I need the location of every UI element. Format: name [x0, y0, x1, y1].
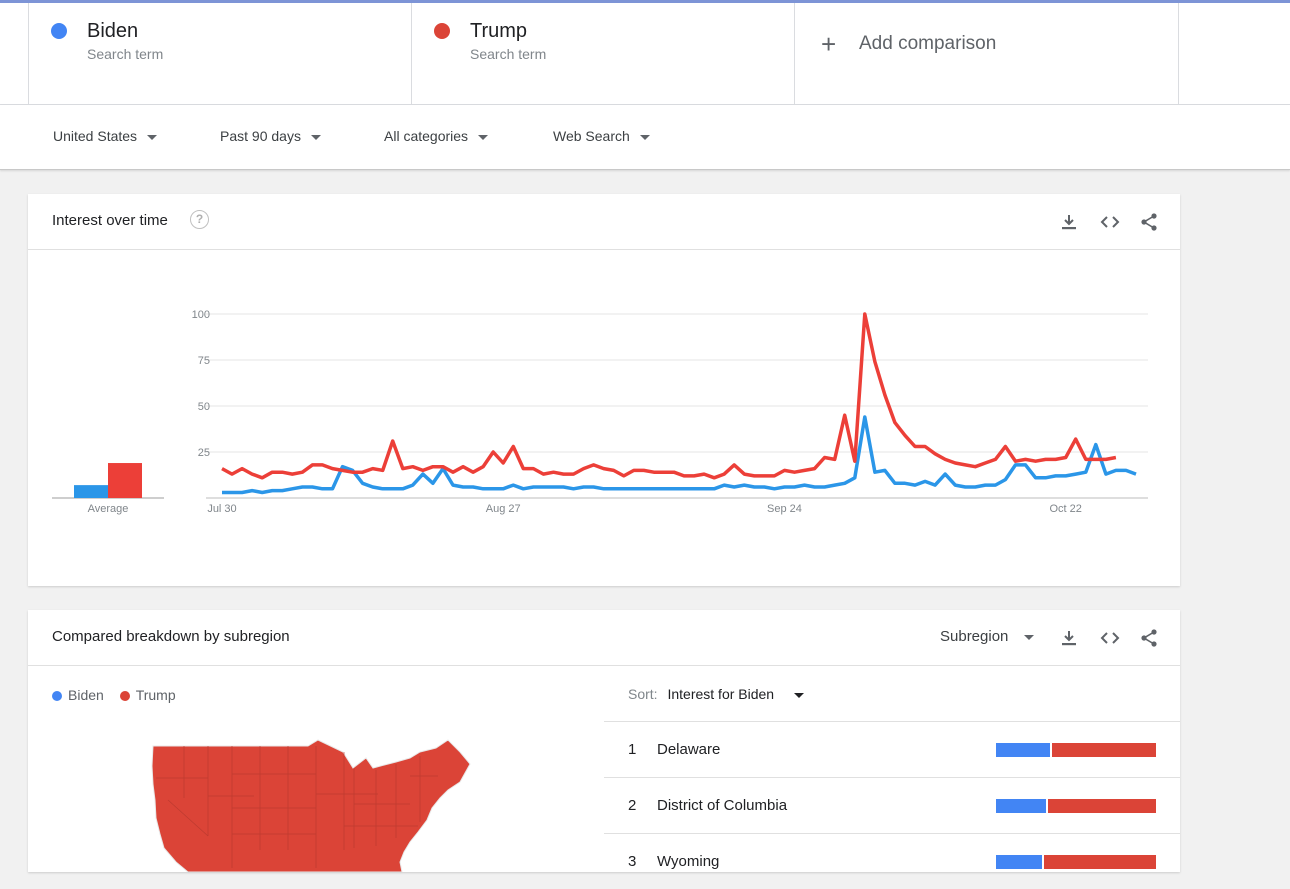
rank-number: 3	[628, 853, 637, 870]
interest-over-time-card: Interest over time ? 100 75 50 25 Jul 30 Aug …	[28, 194, 1180, 586]
card-header: Compared breakdown by subregion Subregio…	[28, 610, 1180, 666]
card-title: Interest over time	[52, 212, 168, 229]
share-icon[interactable]	[1139, 628, 1159, 648]
rank-number: 2	[628, 797, 637, 814]
divider	[604, 833, 1180, 834]
region-name: Delaware	[657, 741, 721, 758]
y-tick-label: 25	[198, 447, 210, 459]
dropdown-arrow-icon	[147, 134, 158, 140]
term-subtitle: Search term	[87, 46, 164, 62]
average-label: Average	[88, 503, 129, 515]
download-icon[interactable]	[1059, 212, 1079, 232]
biden-bar-segment	[996, 743, 1050, 757]
divider	[604, 721, 1180, 722]
bar-separator	[1046, 799, 1048, 813]
filter-label: United States	[53, 128, 138, 144]
search-type-filter-dropdown[interactable]: Web Search	[553, 128, 650, 144]
us-map[interactable]	[148, 738, 478, 872]
dropdown-arrow-icon	[310, 134, 321, 140]
series-line-trump	[221, 312, 1117, 480]
filter-label: Past 90 days	[220, 128, 301, 144]
y-tick-label: 100	[192, 309, 210, 321]
dropdown-arrow-icon	[478, 134, 489, 140]
dropdown-arrow-icon	[639, 134, 650, 140]
card-header: Interest over time ?	[28, 194, 1180, 250]
share-icon[interactable]	[1139, 212, 1159, 232]
comparison-bar	[996, 855, 1156, 869]
average-bar-biden	[74, 485, 108, 498]
term-name: Trump	[470, 20, 528, 42]
region-name: District of Columbia	[657, 797, 788, 814]
download-icon[interactable]	[1059, 628, 1079, 648]
x-tick-label: Sep 24	[767, 503, 802, 515]
ranking-row[interactable]: 2 District of Columbia	[604, 778, 1180, 833]
add-comparison-label: Add comparison	[859, 33, 997, 54]
legend-label-trump: Trump	[135, 687, 176, 703]
legend-label-biden: Biden	[68, 687, 104, 703]
biden-bar-segment	[996, 855, 1042, 869]
interest-over-time-chart: 100 75 50 25 Jul 30 Aug 27 Sep 24 Oct 22 Average	[52, 309, 1148, 515]
biden-legend-dot	[52, 691, 62, 701]
sort-control[interactable]: Sort: Interest for Biden	[628, 686, 804, 702]
ranking-row[interactable]: 3 Wyoming	[604, 834, 1180, 889]
region-name: Wyoming	[657, 853, 720, 870]
trump-color-dot	[434, 23, 450, 39]
x-tick-label: Oct 22	[1049, 503, 1081, 515]
filter-bar: United States Past 90 days All categorie…	[0, 105, 1290, 170]
bar-separator	[1042, 855, 1044, 869]
term-card-trump[interactable]: Trump Search term	[411, 3, 795, 104]
dropdown-arrow-icon	[1024, 634, 1035, 640]
comparison-bar	[996, 799, 1156, 813]
average-bar-trump	[108, 463, 142, 498]
term-subtitle: Search term	[470, 46, 547, 62]
plus-icon: +	[821, 29, 837, 59]
breakdown-card: Compared breakdown by subregion Subregio…	[28, 610, 1180, 872]
embed-icon[interactable]	[1099, 212, 1121, 232]
subregion-dropdown[interactable]: Subregion	[940, 628, 1035, 645]
card-title: Compared breakdown by subregion	[52, 628, 290, 645]
embed-icon[interactable]	[1099, 628, 1121, 648]
y-tick-label: 75	[198, 355, 210, 367]
ranking-row[interactable]: 1 Delaware	[604, 722, 1180, 777]
series-line-biden	[222, 415, 1137, 495]
rank-number: 1	[628, 741, 637, 758]
x-tick-label: Aug 27	[486, 503, 521, 515]
search-terms-bar: Biden Search term Trump Search term + Ad…	[0, 3, 1290, 105]
filter-label: All categories	[384, 128, 469, 144]
category-filter-dropdown[interactable]: All categories	[384, 128, 489, 144]
bar-separator	[1050, 743, 1052, 757]
time-filter-dropdown[interactable]: Past 90 days	[220, 128, 321, 144]
y-tick-label: 50	[198, 401, 210, 413]
sort-label: Sort:	[628, 686, 658, 702]
map-legend: Biden Trump	[52, 687, 176, 703]
sort-value: Interest for Biden	[667, 686, 775, 702]
biden-color-dot	[51, 23, 67, 39]
term-card-biden[interactable]: Biden Search term	[28, 3, 412, 104]
add-comparison-button[interactable]: + Add comparison	[794, 3, 1179, 104]
trump-legend-dot	[119, 691, 130, 701]
help-icon[interactable]: ?	[190, 210, 209, 229]
x-tick-label: Jul 30	[207, 503, 236, 515]
dropdown-arrow-icon	[793, 692, 804, 698]
biden-bar-segment	[996, 799, 1046, 813]
filter-label: Web Search	[553, 128, 630, 144]
term-name: Biden	[87, 20, 139, 42]
divider	[604, 777, 1180, 778]
top-accent-line	[0, 0, 1290, 3]
subregion-dropdown-label: Subregion	[940, 628, 1009, 645]
comparison-bar	[996, 743, 1156, 757]
region-filter-dropdown[interactable]: United States	[53, 128, 158, 144]
